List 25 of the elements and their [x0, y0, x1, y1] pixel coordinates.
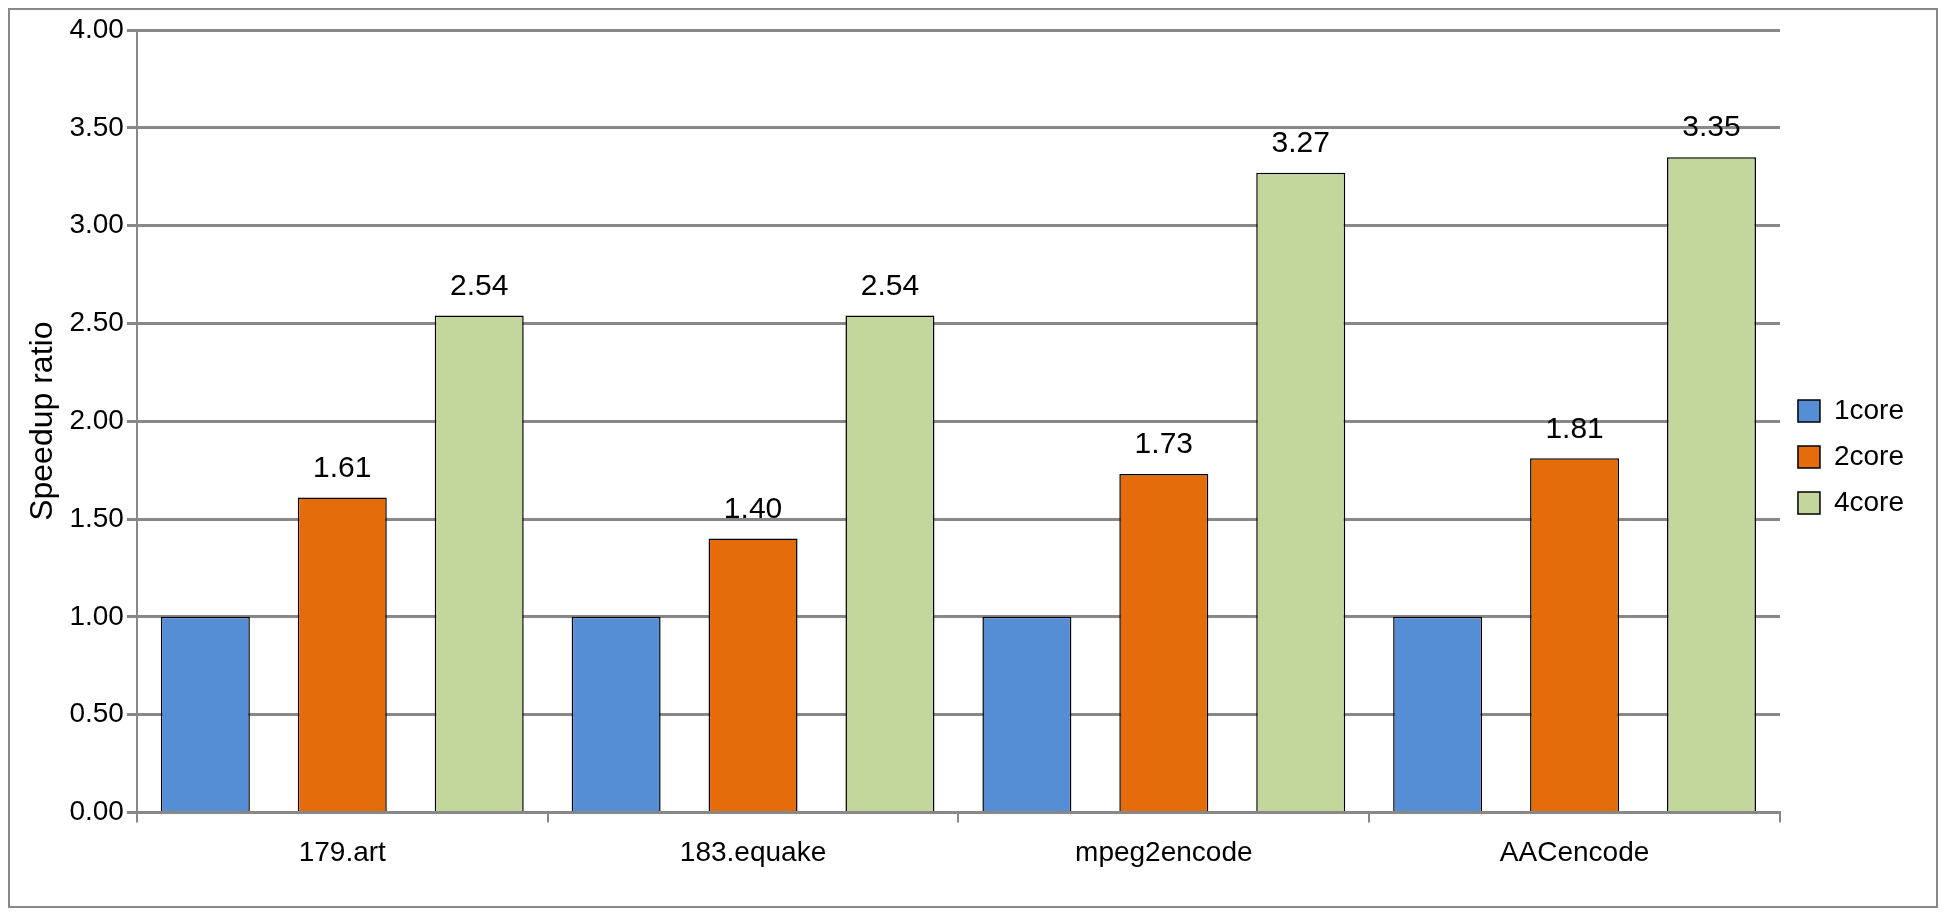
data-label: 3.35 [1682, 109, 1741, 143]
y-tick-label: 2.50 [69, 306, 124, 338]
data-label: 1.81 [1545, 410, 1604, 444]
y-tick-label: 3.00 [69, 208, 124, 240]
legend-label: 1core [1833, 393, 1905, 425]
data-label: 2.54 [860, 267, 920, 301]
y-tick-label: 1.50 [69, 501, 124, 533]
y-tick-label: 0.50 [69, 697, 124, 729]
y-tick-label: 2.00 [69, 403, 124, 435]
y-tick-label: 1.00 [69, 599, 124, 631]
y-axis-title: Speedup ratio [23, 321, 60, 521]
legend-label: 4core [1833, 485, 1905, 517]
y-tick-label: 3.50 [69, 110, 124, 142]
x-tick-label: mpeg2encode [1075, 835, 1253, 867]
data-label: 1.40 [723, 490, 783, 524]
data-label: 2.54 [450, 267, 509, 301]
y-tick-label: 4.00 [69, 12, 124, 44]
x-tick-label: AACencode [1499, 835, 1650, 867]
data-label: 1.61 [313, 449, 372, 483]
data-label: 1.73 [1134, 426, 1194, 460]
data-label: 3.27 [1271, 125, 1330, 159]
y-tick-label: 0.00 [69, 795, 124, 827]
x-tick-label: 179.art [298, 835, 387, 867]
legend-label: 2core [1833, 439, 1905, 471]
x-tick-label: 183.equake [679, 835, 827, 867]
